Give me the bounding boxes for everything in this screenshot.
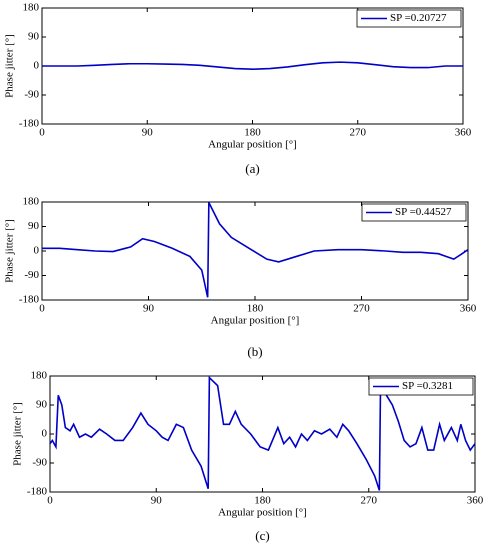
x-tick-label: 360 [467, 495, 484, 507]
caption: (c) [255, 528, 269, 543]
x-axis-label: Angular position [°] [218, 507, 307, 519]
legend-label: SP =0.44527 [395, 206, 452, 218]
x-tick-label: 180 [244, 127, 261, 139]
y-axis-label: Phase jitter [°] [12, 402, 24, 466]
data-line [49, 375, 476, 491]
legend-box [368, 377, 474, 396]
x-tick-label: 0 [39, 303, 45, 315]
legend-box [356, 9, 462, 28]
caption: (a) [245, 161, 259, 176]
y-tick-label: 90 [28, 220, 40, 232]
y-tick-label: 180 [23, 196, 40, 208]
y-tick-label: 0 [34, 245, 40, 257]
data-line [42, 202, 469, 298]
y-tick-label: 0 [42, 428, 48, 440]
y-tick-label: -90 [24, 89, 39, 101]
y-tick-label: -180 [27, 486, 48, 498]
x-tick-label: 270 [350, 127, 367, 139]
y-tick-label: 90 [36, 399, 48, 411]
legend-label: SP =0.20727 [390, 12, 447, 24]
y-tick-label: 180 [31, 370, 48, 382]
caption: (b) [247, 344, 262, 359]
legend-label: SP =0.3281 [402, 380, 453, 392]
x-tick-label: 360 [455, 127, 472, 139]
x-tick-label: 180 [247, 303, 264, 315]
y-tick-label: -90 [24, 269, 39, 281]
x-tick-label: 360 [460, 303, 477, 315]
y-axis-label: Phase jitter [°] [4, 34, 16, 98]
y-tick-label: 0 [34, 60, 40, 72]
y-axis-label: Phase jitter [°] [4, 219, 16, 283]
x-tick-label: 0 [39, 127, 45, 139]
x-tick-label: 0 [47, 495, 53, 507]
y-tick-label: 180 [23, 2, 40, 14]
x-tick-label: 180 [254, 495, 271, 507]
x-tick-label: 270 [353, 303, 370, 315]
x-tick-label: 90 [151, 495, 163, 507]
data-line [42, 61, 463, 71]
y-tick-label: -180 [19, 294, 40, 306]
x-axis-label: Angular position [°] [211, 315, 300, 327]
y-tick-label: 90 [28, 31, 40, 43]
x-tick-label: 90 [142, 127, 154, 139]
y-tick-label: -180 [19, 118, 40, 130]
x-axis-label: Angular position [°] [208, 139, 297, 151]
legend-box [361, 203, 467, 222]
y-tick-label: -90 [32, 457, 47, 469]
x-tick-label: 270 [361, 495, 378, 507]
x-tick-label: 90 [143, 303, 155, 315]
